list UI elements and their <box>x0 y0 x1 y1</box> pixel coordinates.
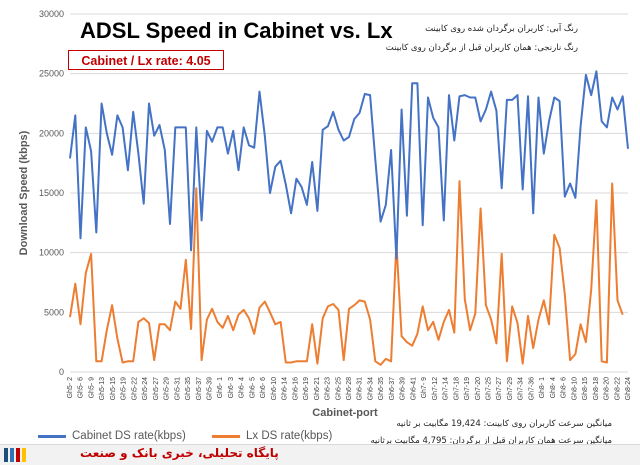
x-axis-title: Cabinet-port <box>312 407 378 419</box>
x-tick-label-24: Gh6-23 <box>325 377 332 400</box>
x-tick-label-37: Gh7-19 <box>464 377 471 400</box>
y-tick-label-3: 15000 <box>39 188 64 198</box>
x-tick-label-30: Gh6-37 <box>389 377 396 400</box>
x-tick-label-29: Gh6-35 <box>378 377 385 400</box>
x-tick-label-25: Gh6-25 <box>335 377 342 400</box>
x-tick-label-11: Gh5-35 <box>185 377 192 400</box>
logo-bar-2 <box>10 448 14 462</box>
x-tick-label-40: Gh7-27 <box>496 377 503 400</box>
x-tick-label-51: Gh8-22 <box>614 377 621 400</box>
chart-title: ADSL Speed in Cabinet vs. Lx <box>80 18 393 43</box>
y-tick-labels: 0 5000 10000 15000 20000 25000 30000 <box>39 9 64 377</box>
x-tick-label-26: Gh6-28 <box>346 377 353 400</box>
x-tick-label-3: Gh5-13 <box>99 377 106 400</box>
x-tick-label-44: Gh8- 1 <box>539 377 546 399</box>
gridlines <box>70 13 628 373</box>
series-line-1 <box>69 180 624 366</box>
x-tick-label-46: Gh8- 6 <box>561 377 568 399</box>
x-tick-label-41: Gh7-29 <box>507 377 514 400</box>
x-tick-label-16: Gh6- 4 <box>239 377 246 399</box>
x-tick-label-36: Gh7-18 <box>453 377 460 400</box>
series-lines <box>69 70 629 366</box>
x-tick-label-4: Gh5-15 <box>110 377 117 400</box>
x-tick-label-14: Gh6- 1 <box>217 377 224 399</box>
y-axis-title: Download Speed (kbps) <box>18 130 30 255</box>
legend-swatch-lx <box>212 434 240 438</box>
x-tick-label-6: Gh5-22 <box>131 377 138 400</box>
logo-bar-4 <box>22 448 26 462</box>
x-tick-label-0: Gh5- 2 <box>67 377 74 399</box>
y-tick-label-5: 25000 <box>39 69 64 79</box>
x-tick-label-15: Gh6- 3 <box>228 377 235 399</box>
x-tick-label-20: Gh6-14 <box>282 377 289 400</box>
x-tick-labels: Gh5- 2 Gh5- 6 Gh5- 9 Gh5-13 Gh5-15 Gh5-19 Gh5-… <box>67 377 632 400</box>
x-tick-label-27: Gh6-31 <box>357 377 364 400</box>
note-average-lx: میانگین سرعت همان کاربران قبل از برگردان… <box>370 436 612 446</box>
x-tick-label-42: Gh7-34 <box>518 377 525 400</box>
x-tick-label-39: Gh7-25 <box>486 377 493 400</box>
note-blue-series: رنگ آبی: کاربران برگردان شده روی کابینت <box>425 24 578 34</box>
x-tick-label-31: Gh6-39 <box>400 377 407 400</box>
x-tick-label-13: Gh5-39 <box>207 377 214 400</box>
x-tick-label-45: Gh8- 4 <box>550 377 557 399</box>
logo-bar-1 <box>4 448 8 462</box>
x-tick-label-32: Gh6-41 <box>410 377 417 400</box>
x-tick-label-17: Gh6- 5 <box>249 377 256 399</box>
x-tick-label-48: Gh8-15 <box>582 377 589 400</box>
x-tick-label-1: Gh5- 6 <box>78 377 85 399</box>
x-tick-label-28: Gh6-34 <box>367 377 374 400</box>
x-tick-label-22: Gh6-19 <box>303 377 310 400</box>
x-tick-label-34: Gh7-12 <box>432 377 439 400</box>
legend-label-cabinet: Cabinet DS rate(kbps) <box>72 430 186 442</box>
x-tick-label-50: Gh8-20 <box>604 377 611 400</box>
x-tick-label-43: Gh7-36 <box>528 377 535 400</box>
x-tick-label-10: Gh5-31 <box>174 377 181 400</box>
note-average-cabinet: میانگین سرعت کاربران روی کابینت: 19,424 … <box>396 419 612 429</box>
site-logo <box>4 448 48 462</box>
x-tick-label-52: Gh8-24 <box>625 377 632 400</box>
y-tick-label-2: 10000 <box>39 248 64 258</box>
note-orange-series: رنگ نارنجی: همان کاربران قبل از برگردان … <box>385 43 578 53</box>
x-tick-label-35: Gh7-14 <box>443 377 450 400</box>
legend-item-lx: Lx DS rate(kbps) <box>212 430 332 442</box>
logo-bar-3 <box>16 448 20 462</box>
series-line-0 <box>69 70 629 260</box>
x-tick-label-23: Gh6-21 <box>314 377 321 400</box>
x-tick-label-38: Gh7-20 <box>475 377 482 400</box>
x-tick-label-47: Gh8-10 <box>571 377 578 400</box>
x-tick-label-5: Gh5-19 <box>121 377 128 400</box>
x-tick-label-18: Gh6- 6 <box>260 377 267 399</box>
ratio-label: Cabinet / Lx rate: 4.05 <box>68 50 224 70</box>
y-tick-label-6: 30000 <box>39 9 64 19</box>
legend-label-lx: Lx DS rate(kbps) <box>246 430 333 442</box>
x-tick-label-12: Gh5-37 <box>196 377 203 400</box>
legend-item-cabinet: Cabinet DS rate(kbps) <box>38 430 186 442</box>
legend-swatch-cabinet <box>38 434 66 438</box>
footer-site-name: پایگاه تحلیلی، خبری بانک و صنعت <box>80 446 279 460</box>
footer-bar: پایگاه تحلیلی، خبری بانک و صنعت <box>0 444 640 465</box>
x-tick-label-8: Gh5-27 <box>153 377 160 400</box>
x-tick-label-19: Gh6-10 <box>271 377 278 400</box>
x-tick-label-21: Gh6-16 <box>292 377 299 400</box>
x-tick-label-33: Gh7- 9 <box>421 377 428 399</box>
x-tick-label-2: Gh5- 9 <box>88 377 95 399</box>
y-tick-label-4: 20000 <box>39 128 64 138</box>
x-tick-label-49: Gh8-18 <box>593 377 600 400</box>
y-tick-label-0: 0 <box>59 367 64 377</box>
x-tick-label-7: Gh5-24 <box>142 377 149 400</box>
x-tick-label-9: Gh5-29 <box>164 377 171 400</box>
y-tick-label-1: 5000 <box>44 307 64 317</box>
